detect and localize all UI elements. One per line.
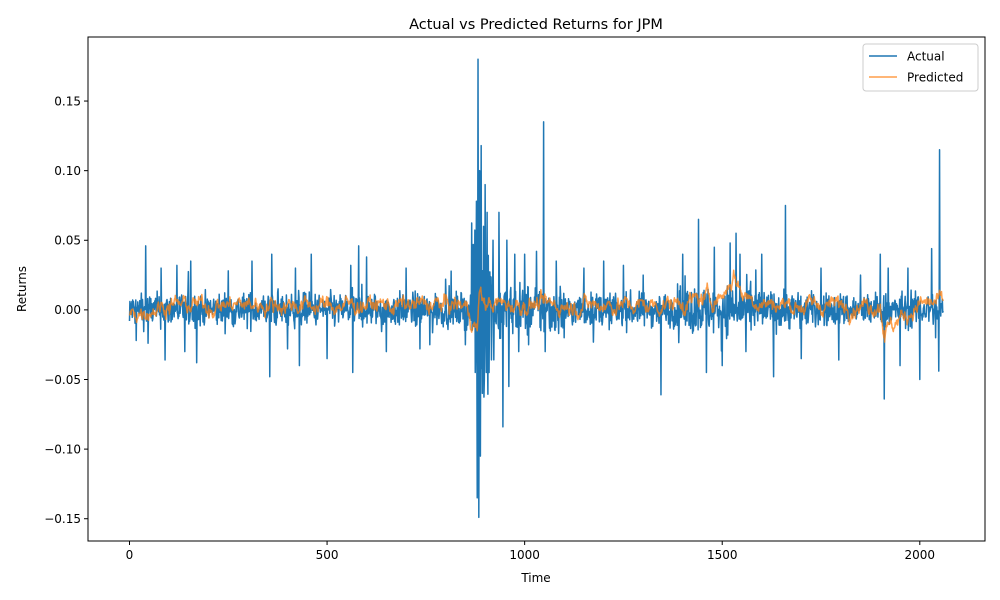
y-tick-label: −0.05 bbox=[44, 373, 81, 387]
series-line-actual bbox=[128, 58, 944, 519]
x-tick-label: 500 bbox=[316, 548, 339, 562]
x-tick-label: 2000 bbox=[905, 548, 936, 562]
series-group bbox=[128, 58, 944, 519]
y-tick-label: 0.05 bbox=[54, 234, 81, 248]
chart-title: Actual vs Predicted Returns for JPM bbox=[409, 17, 663, 33]
plot-frame bbox=[87, 36, 986, 542]
y-axis: −0.15 −0.10 −0.05 0.00 0.05 0.10 0.15 bbox=[44, 94, 88, 526]
legend-label-predicted: Predicted bbox=[907, 71, 963, 85]
x-axis: 0 500 1000 1500 2000 bbox=[126, 541, 935, 562]
plot-area bbox=[128, 58, 944, 519]
y-tick-label: −0.15 bbox=[44, 512, 81, 526]
series-line-predicted bbox=[128, 269, 944, 343]
x-axis-label: Time bbox=[520, 571, 550, 585]
y-axis-label: Returns bbox=[15, 266, 29, 312]
x-tick-label: 1000 bbox=[509, 548, 540, 562]
x-tick-label: 1500 bbox=[707, 548, 738, 562]
x-tick-label: 0 bbox=[126, 548, 134, 562]
legend-label-actual: Actual bbox=[907, 50, 945, 64]
y-tick-label: 0.00 bbox=[54, 303, 81, 317]
y-tick-label: 0.10 bbox=[54, 164, 81, 178]
y-tick-label: −0.10 bbox=[44, 442, 81, 456]
legend: Actual Predicted bbox=[862, 43, 979, 92]
y-tick-label: 0.15 bbox=[54, 94, 81, 108]
